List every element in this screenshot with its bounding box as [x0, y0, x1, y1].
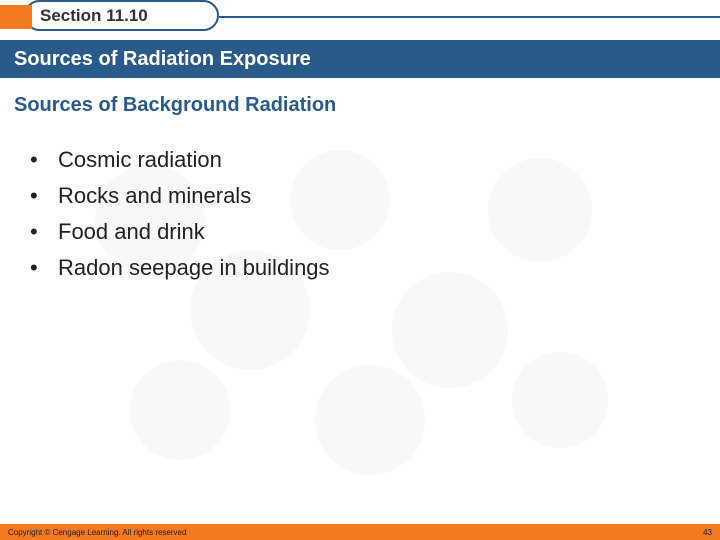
page-number: 43 — [703, 528, 712, 537]
slide-subtitle: Sources of Background Radiation — [14, 94, 336, 117]
list-item: •Cosmic radiation — [30, 145, 330, 175]
bullet-text: Rocks and minerals — [58, 181, 251, 211]
section-label: Section 11.10 — [40, 6, 148, 26]
accent-square — [0, 5, 32, 29]
section-band: Section 11.10 — [0, 5, 720, 35]
list-item: •Radon seepage in buildings — [30, 253, 330, 283]
list-item: •Rocks and minerals — [30, 181, 330, 211]
section-rule — [219, 16, 720, 18]
bullet-text: Cosmic radiation — [58, 145, 222, 175]
bullet-text: Food and drink — [58, 217, 205, 247]
slide-title: Sources of Radiation Exposure — [14, 48, 311, 71]
title-bar: Sources of Radiation Exposure — [0, 40, 720, 78]
copyright-text: Copyright © Cengage Learning. All rights… — [8, 528, 186, 537]
bullet-icon: • — [30, 253, 58, 283]
bullet-icon: • — [30, 217, 58, 247]
bullet-list: •Cosmic radiation•Rocks and minerals•Foo… — [30, 145, 330, 289]
bullet-text: Radon seepage in buildings — [58, 253, 330, 283]
footer-bar: Copyright © Cengage Learning. All rights… — [0, 524, 720, 540]
list-item: •Food and drink — [30, 217, 330, 247]
bullet-icon: • — [30, 145, 58, 175]
bullet-icon: • — [30, 181, 58, 211]
